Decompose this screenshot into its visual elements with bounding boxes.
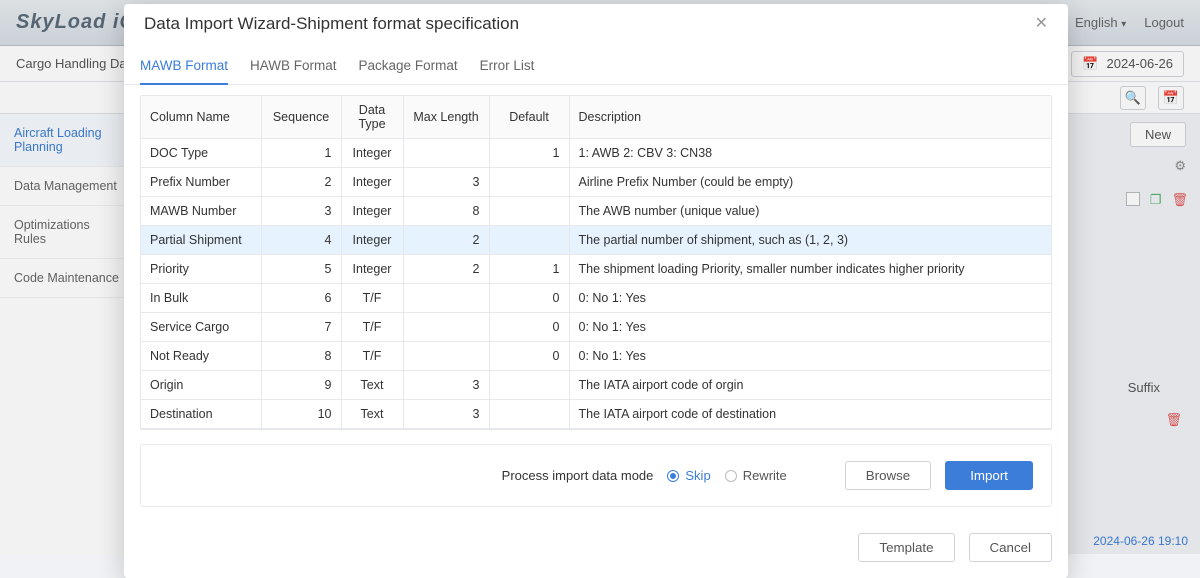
import-button[interactable]: Import [945, 461, 1033, 490]
col-header-default: Default [489, 96, 569, 139]
tab-hawb-format[interactable]: HAWB Format [250, 48, 337, 84]
cell-type: Integer [341, 255, 403, 284]
table-row[interactable]: In Bulk6T/F 00: No 1: Yes [141, 284, 1051, 313]
cell-default: 0 [489, 284, 569, 313]
cell-seq: 4 [261, 226, 341, 255]
tab-package-format[interactable]: Package Format [359, 48, 458, 84]
format-table: Column Name Sequence Data Type Max Lengt… [140, 95, 1052, 430]
table-row[interactable]: Partial Shipment4Integer2 The partial num… [141, 226, 1051, 255]
cell-seq: 5 [261, 255, 341, 284]
template-button[interactable]: Template [858, 533, 954, 562]
cell-name: In Bulk [141, 284, 261, 313]
cell-max: 2 [403, 255, 489, 284]
col-header-max-length: Max Length [403, 96, 489, 139]
cell-seq: 3 [261, 197, 341, 226]
cell-max: 8 [403, 197, 489, 226]
import-wizard-modal: Data Import Wizard-Shipment format speci… [124, 4, 1068, 578]
cell-max: 3 [403, 400, 489, 429]
cell-desc: The partial number of shipment, such as … [569, 226, 1051, 255]
cell-type: Integer [341, 139, 403, 168]
cell-desc: The IATA airport code of destination [569, 400, 1051, 429]
radio-skip[interactable]: Skip [667, 468, 710, 483]
table-row[interactable]: MAWB Number3Integer8 The AWB number (uniq… [141, 197, 1051, 226]
cell-desc: The IATA airport code of orgin [569, 371, 1051, 400]
cell-default: 0 [489, 342, 569, 371]
cell-name: MAWB Number [141, 197, 261, 226]
cell-desc: Airline Prefix Number (could be empty) [569, 168, 1051, 197]
cell-name: DOC Type [141, 139, 261, 168]
tab-mawb-format[interactable]: MAWB Format [140, 48, 228, 85]
cell-desc: 0: No 1: Yes [569, 284, 1051, 313]
modal-header: Data Import Wizard-Shipment format speci… [124, 4, 1068, 48]
browse-button[interactable]: Browse [845, 461, 931, 490]
cell-default [489, 400, 569, 429]
cell-seq: 1 [261, 139, 341, 168]
cell-max: 3 [403, 168, 489, 197]
cell-default [489, 197, 569, 226]
table-row[interactable]: Origin9Text3 The IATA airport code of org… [141, 371, 1051, 400]
cell-default [489, 226, 569, 255]
cell-type: Integer [341, 197, 403, 226]
cell-desc: 0: No 1: Yes [569, 342, 1051, 371]
cell-default [489, 168, 569, 197]
cell-seq: 2 [261, 168, 341, 197]
table-row[interactable]: DOC Type1Integer11: AWB 2: CBV 3: CN38 [141, 139, 1051, 168]
cell-name: Destination [141, 400, 261, 429]
cell-max: 3 [403, 371, 489, 400]
radio-rewrite[interactable]: Rewrite [725, 468, 787, 483]
cell-max: 2 [403, 226, 489, 255]
cell-desc: The shipment loading Priority, smaller n… [569, 255, 1051, 284]
col-header-data-type: Data Type [341, 96, 403, 139]
import-options-bar: Process import data mode Skip Rewrite Br… [140, 444, 1052, 507]
cell-seq: 7 [261, 313, 341, 342]
modal-title: Data Import Wizard-Shipment format speci… [144, 14, 519, 34]
cell-desc: 1: AWB 2: CBV 3: CN38 [569, 139, 1051, 168]
table-row[interactable]: Prefix Number2Integer3 Airline Prefix Num… [141, 168, 1051, 197]
table-row[interactable]: Service Cargo7T/F 00: No 1: Yes [141, 313, 1051, 342]
cell-seq: 8 [261, 342, 341, 371]
table-header-row: Column Name Sequence Data Type Max Lengt… [141, 96, 1051, 139]
cell-seq: 6 [261, 284, 341, 313]
cell-default: 0 [489, 313, 569, 342]
cell-name: Not Ready [141, 342, 261, 371]
cell-seq: 9 [261, 371, 341, 400]
cell-type: T/F [341, 313, 403, 342]
cancel-button[interactable]: Cancel [969, 533, 1053, 562]
modal-tabs: MAWB Format HAWB Format Package Format E… [124, 48, 1068, 85]
cell-type: T/F [341, 284, 403, 313]
cell-default: 1 [489, 139, 569, 168]
radio-dot-icon [667, 470, 679, 482]
cell-type: Integer [341, 226, 403, 255]
cell-default: 1 [489, 255, 569, 284]
cell-desc: 0: No 1: Yes [569, 313, 1051, 342]
cell-max [403, 284, 489, 313]
cell-max [403, 342, 489, 371]
cell-max [403, 313, 489, 342]
col-header-description: Description [569, 96, 1051, 139]
cell-default [489, 371, 569, 400]
cell-name: Prefix Number [141, 168, 261, 197]
col-header-sequence: Sequence [261, 96, 341, 139]
table-row[interactable]: Destination10Text3 The IATA airport code … [141, 400, 1051, 429]
close-icon[interactable]: ✕ [1035, 14, 1048, 32]
cell-desc: The AWB number (unique value) [569, 197, 1051, 226]
cell-name: Service Cargo [141, 313, 261, 342]
cell-type: T/F [341, 342, 403, 371]
table-row[interactable]: Not Ready8T/F 00: No 1: Yes [141, 342, 1051, 371]
radio-dot-icon [725, 470, 737, 482]
cell-type: Text [341, 400, 403, 429]
cell-name: Priority [141, 255, 261, 284]
cell-name: Partial Shipment [141, 226, 261, 255]
table-row[interactable]: Priority5Integer21The shipment loading P… [141, 255, 1051, 284]
cell-max [403, 139, 489, 168]
cell-type: Integer [341, 168, 403, 197]
tab-error-list[interactable]: Error List [480, 48, 535, 84]
cell-name: Origin [141, 371, 261, 400]
col-header-name: Column Name [141, 96, 261, 139]
import-mode-label: Process import data mode [502, 468, 654, 483]
cell-type: Text [341, 371, 403, 400]
cell-seq: 10 [261, 400, 341, 429]
modal-footer: Template Cancel [124, 523, 1068, 578]
